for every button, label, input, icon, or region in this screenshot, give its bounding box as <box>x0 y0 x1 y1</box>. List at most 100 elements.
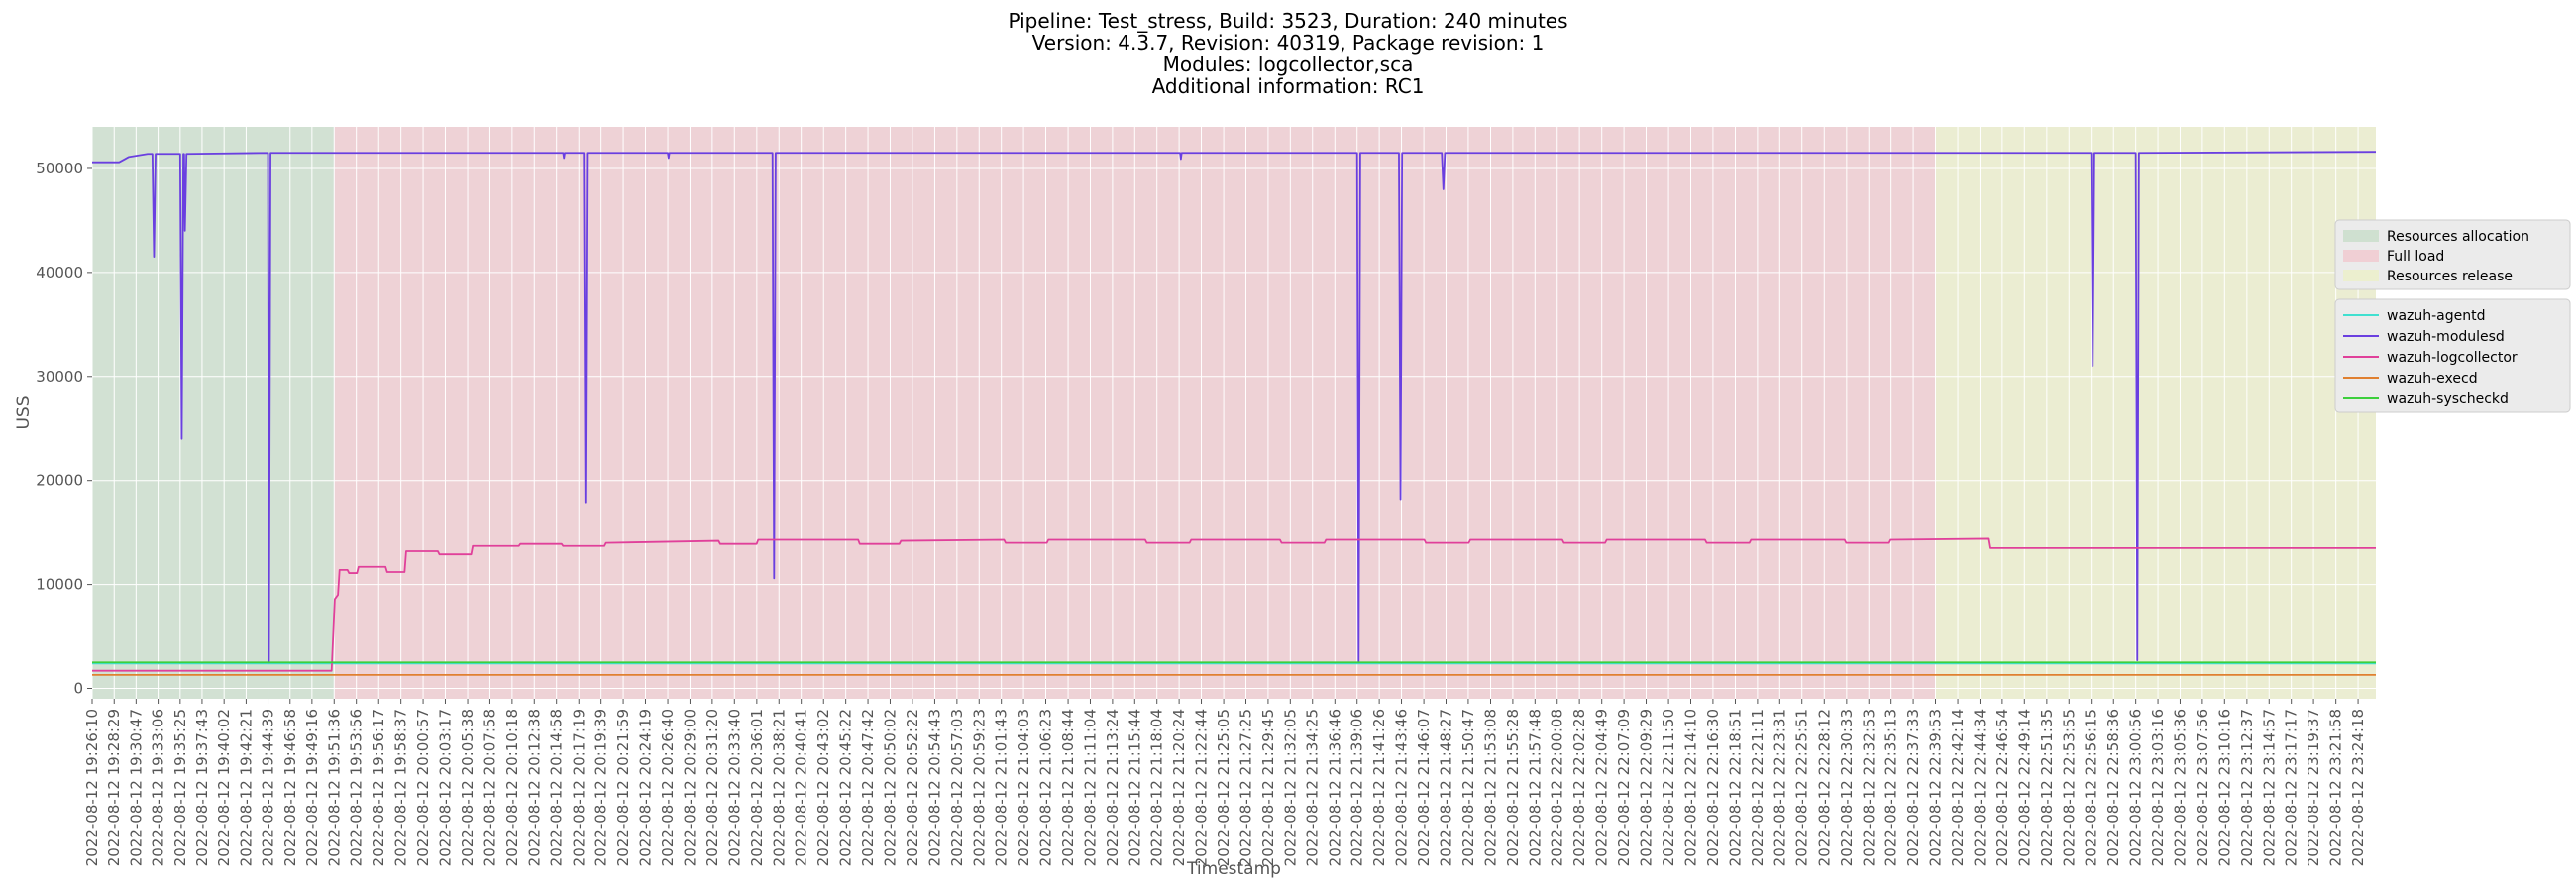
x-tick-label: 2022-08-12 23:19:37 <box>2305 709 2322 866</box>
x-tick-label: 2022-08-12 20:52:22 <box>904 709 921 866</box>
x-tick-label: 2022-08-12 22:11:50 <box>1660 709 1677 866</box>
title-line-2: Version: 4.3.7, Revision: 40319, Package… <box>1031 31 1545 55</box>
legend-series-label: wazuh-agentd <box>2387 308 2486 324</box>
legend-series-label: wazuh-execd <box>2387 371 2478 387</box>
phase-band-2 <box>1935 127 2376 699</box>
x-tick-label: 2022-08-12 20:26:40 <box>659 709 677 866</box>
series-line-wazuh-logcollector <box>92 537 2376 672</box>
x-tick-label: 2022-08-12 20:47:42 <box>859 709 877 866</box>
y-tick-label: 30000 <box>36 368 83 386</box>
x-tick-label: 2022-08-12 21:01:43 <box>993 709 1011 866</box>
x-tick-label: 2022-08-12 22:18:51 <box>1726 709 1744 866</box>
x-tick-label: 2022-08-12 21:29:45 <box>1259 709 1277 866</box>
x-tick-label: 2022-08-12 22:44:34 <box>1971 709 1988 866</box>
x-tick-label: 2022-08-12 19:53:56 <box>348 709 366 866</box>
legend-series-box <box>2334 298 2571 413</box>
series-lines <box>92 151 2377 676</box>
x-tick-label: 2022-08-12 21:41:26 <box>1370 709 1388 866</box>
y-tick-label: 40000 <box>36 264 83 281</box>
x-tick-label: 2022-08-12 21:43:46 <box>1393 709 1411 866</box>
y-tick-label: 20000 <box>36 472 83 490</box>
x-tick-label: 2022-08-12 22:14:10 <box>1682 709 1700 866</box>
x-tick-label: 2022-08-12 22:21:11 <box>1749 709 1767 866</box>
x-tick-label: 2022-08-12 20:50:02 <box>881 709 899 866</box>
x-tick-label: 2022-08-12 21:46:07 <box>1415 709 1433 866</box>
x-tick-label: 2022-08-12 20:33:40 <box>725 709 743 866</box>
x-tick-label: 2022-08-12 22:53:55 <box>2060 709 2078 866</box>
x-tick-label: 2022-08-12 19:51:36 <box>325 709 343 866</box>
x-tick-label: 2022-08-12 22:32:53 <box>1860 709 1878 866</box>
x-tick-label: 2022-08-12 21:55:28 <box>1504 709 1522 866</box>
x-tick-label: 2022-08-12 21:36:46 <box>1326 709 1343 866</box>
x-tick-label: 2022-08-12 23:24:18 <box>2349 709 2367 866</box>
x-tick-label: 2022-08-12 22:04:49 <box>1593 709 1611 866</box>
x-tick-label: 2022-08-12 22:51:35 <box>2038 709 2056 866</box>
legend-phase-swatch <box>2343 230 2379 242</box>
x-tick-label: 2022-08-12 22:42:14 <box>1949 709 1967 866</box>
x-tick-label: 2022-08-12 22:23:31 <box>1771 709 1788 866</box>
x-tick-label: 2022-08-12 22:09:29 <box>1638 709 1656 866</box>
phase-bands <box>92 127 2376 699</box>
x-tick-label: 2022-08-12 21:15:44 <box>1126 709 1143 866</box>
legend-phases-box <box>2334 219 2571 290</box>
x-tick-label: 2022-08-12 22:58:36 <box>2104 709 2122 866</box>
legend-phase-label: Resources allocation <box>2387 229 2529 245</box>
x-tick-label: 2022-08-12 22:46:54 <box>1993 709 2011 866</box>
x-tick-label: 2022-08-12 20:29:00 <box>681 709 698 866</box>
x-tick-label: 2022-08-12 21:39:06 <box>1348 709 1366 866</box>
x-tick-label: 2022-08-12 20:45:22 <box>837 709 855 866</box>
x-tick-label: 2022-08-12 20:14:58 <box>548 709 566 866</box>
x-tick-label: 2022-08-12 22:25:51 <box>1793 709 1811 866</box>
x-tick-label: 2022-08-12 21:20:24 <box>1170 709 1188 866</box>
x-tick-label: 2022-08-12 19:56:17 <box>370 709 387 866</box>
title-line-4: Additional information: RC1 <box>1151 74 1425 98</box>
x-tick-label: 2022-08-12 23:21:58 <box>2327 709 2345 866</box>
x-tick-label: 2022-08-12 23:17:17 <box>2283 709 2301 866</box>
x-tick-label: 2022-08-12 19:44:39 <box>260 709 277 866</box>
x-tick-label: 2022-08-12 21:06:23 <box>1036 709 1054 866</box>
x-tick-label: 2022-08-12 20:40:41 <box>793 709 810 866</box>
x-tick-label: 2022-08-12 22:39:53 <box>1926 709 1944 866</box>
x-tick-label: 2022-08-12 21:48:27 <box>1438 709 1455 866</box>
x-tick-label: 2022-08-12 20:12:38 <box>525 709 543 866</box>
x-tick-label: 2022-08-12 20:59:23 <box>970 709 988 866</box>
x-tick-label: 2022-08-12 23:12:37 <box>2238 709 2256 866</box>
x-tick-label: 2022-08-12 19:42:21 <box>237 709 255 866</box>
x-tick-label: 2022-08-12 22:37:33 <box>1904 709 1922 866</box>
x-tick-label: 2022-08-12 21:22:44 <box>1193 709 1211 866</box>
x-axis-label: Timestamp <box>1186 859 1281 879</box>
x-tick-label: 2022-08-12 19:46:58 <box>281 709 299 866</box>
legend-phase-label: Full load <box>2387 249 2444 265</box>
x-tick-label: 2022-08-12 19:35:25 <box>171 709 189 866</box>
x-tick-label: 2022-08-12 20:19:39 <box>592 709 610 866</box>
x-tick-label: 2022-08-12 20:31:20 <box>703 709 721 866</box>
series-line-wazuh-modulesd <box>92 151 2377 664</box>
x-tick-label: 2022-08-12 22:02:28 <box>1570 709 1588 866</box>
x-tick-label: 2022-08-12 20:38:21 <box>770 709 788 866</box>
phase-band-0 <box>92 127 335 699</box>
x-tick-label: 2022-08-12 23:14:57 <box>2260 709 2278 866</box>
x-tick-label: 2022-08-12 21:27:25 <box>1237 709 1255 866</box>
y-tick-label: 50000 <box>36 160 83 177</box>
x-tick-label: 2022-08-12 22:28:12 <box>1815 709 1833 866</box>
x-tick-label: 2022-08-12 19:28:29 <box>105 709 123 866</box>
x-tick-label: 2022-08-12 23:07:56 <box>2194 709 2211 866</box>
x-tick-label: 2022-08-12 23:10:16 <box>2215 709 2233 866</box>
x-tick-label: 2022-08-12 22:35:13 <box>1882 709 1900 866</box>
x-tick-label: 2022-08-12 19:30:47 <box>127 709 145 866</box>
x-tick-label: 2022-08-12 20:43:02 <box>814 709 832 866</box>
x-tick-label: 2022-08-12 19:40:02 <box>215 709 233 866</box>
legend-phase-swatch <box>2343 250 2379 262</box>
x-tick-label: 2022-08-12 20:03:17 <box>436 709 454 866</box>
x-tick-label: 2022-08-12 19:58:37 <box>392 709 410 866</box>
x-tick-label: 2022-08-12 20:54:43 <box>925 709 943 866</box>
title-line-3: Modules: logcollector,sca <box>1162 53 1414 76</box>
x-tick-label: 2022-08-12 22:07:09 <box>1615 709 1633 866</box>
x-tick-label: 2022-08-12 21:04:03 <box>1015 709 1032 866</box>
legend-phase-swatch <box>2343 270 2379 281</box>
x-tick-label: 2022-08-12 19:49:16 <box>303 709 321 866</box>
x-tick-label: 2022-08-12 20:00:57 <box>414 709 432 866</box>
x-tick-label: 2022-08-12 20:24:19 <box>636 709 654 866</box>
chart-title: Pipeline: Test_stress, Build: 3523, Dura… <box>0 10 2576 97</box>
